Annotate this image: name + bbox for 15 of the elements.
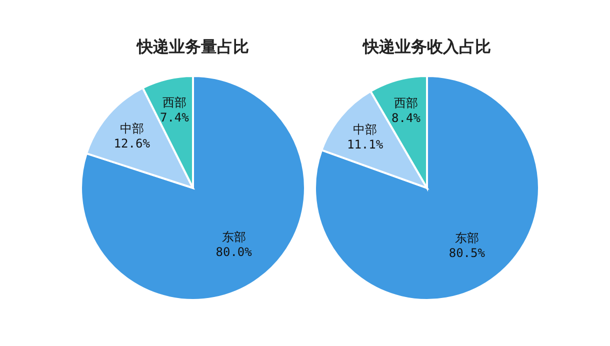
slice-label: 中部 — [120, 121, 144, 136]
data-label: 7.4% — [160, 110, 190, 125]
data-label: 80.5% — [448, 246, 486, 260]
slice-label: 东部 — [454, 230, 479, 245]
slice-label: 西部 — [162, 96, 186, 110]
slice-label: 东部 — [222, 230, 246, 244]
data-label: 12.6% — [114, 136, 151, 150]
slice-label: 中部 — [353, 122, 378, 136]
data-label: 11.1% — [346, 137, 384, 152]
slice-label: 西部 — [394, 96, 418, 110]
pie-slice — [80, 75, 306, 301]
data-label: 8.4% — [392, 111, 422, 126]
data-label: 80.0% — [216, 245, 253, 260]
chart-title: 快递业务收入占比 — [362, 37, 491, 56]
chart-title: 快递业务量占比 — [136, 37, 249, 56]
